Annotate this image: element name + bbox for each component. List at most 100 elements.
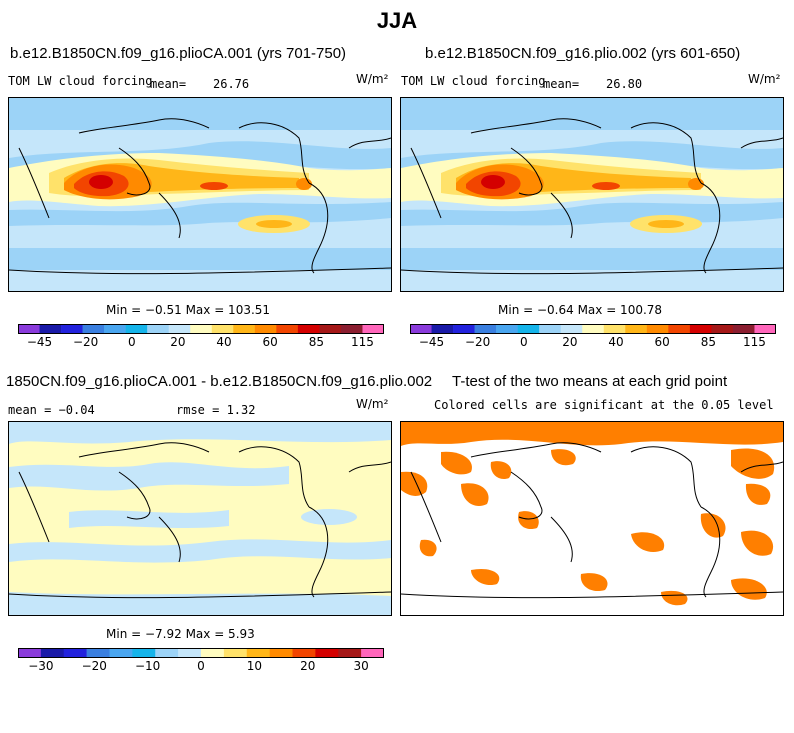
colorbar-swatch [340,324,363,334]
colorbar-swatch [361,648,384,658]
colorbar-swatch [646,324,669,334]
panel1-colorbar-ticks: −45 −20 0 20 40 60 85 115 [18,335,384,351]
colorbar-swatch [18,324,40,334]
colorbar-swatch [233,324,256,334]
panel1-map [8,97,392,292]
panel3-title: 1850CN.f09_g16.plioCA.001 - b.e12.B1850C… [6,373,433,390]
panel3-field [9,422,391,615]
colorbar-tick-label: 85 [308,335,324,349]
p4-cell [731,448,775,479]
colorbar-swatch [201,648,225,658]
panel1-mean-value: 26.76 [213,77,250,91]
colorbar-tick-label: 0 [519,335,528,349]
panel4-map [400,421,784,616]
panel2-map [400,97,784,292]
colorbar-swatch [453,324,475,334]
p1-spcz-core [256,220,292,228]
colorbar-tick-label: 10 [246,659,263,673]
panel2-colorbar-ticks: −45 −20 0 20 40 60 85 115 [410,335,776,351]
colorbar-swatch [319,324,342,334]
colorbar-swatch [40,648,65,658]
colorbar-swatch [297,324,320,334]
colorbar-swatch [431,324,454,334]
colorbar-swatch [109,648,133,658]
colorbar-outline [18,648,384,658]
panel4-title: T-test of the two means at each grid poi… [452,373,728,390]
colorbar-tick-label: 115 [743,335,766,349]
panel3-rmse: rmse = 1.32 [176,403,256,417]
p4-cell [631,532,665,553]
panel2-colorbar [410,324,776,334]
colorbar-swatch [338,648,362,658]
p2-coastlines [401,118,783,275]
colorbar-tick-label: −30 [28,659,54,673]
p2-epac-max [592,182,620,190]
p1-band-s [9,248,391,270]
panel2-units: W/m² [748,72,781,86]
p3-coastlines [9,442,391,599]
panel1-field [9,98,391,291]
panel4-field [401,422,783,606]
p4-cell [661,590,688,606]
colorbar-swatch [276,324,299,334]
colorbar-swatch [168,324,191,334]
colorbar-swatch [539,324,562,334]
panel2-mean-value: 26.80 [606,77,643,91]
p3-south-blue [9,592,391,615]
colorbar-swatch [315,648,339,658]
p4-significant-cells [401,422,783,606]
colorbar-swatch [211,324,234,334]
panel3-colorbar-svg [18,648,384,658]
colorbar-swatch [61,324,83,334]
panel2-mean-label: mean= [543,77,580,91]
p1-band-n [9,98,391,130]
p4-cell [461,483,489,506]
colorbar-tick-label: 20 [562,335,578,349]
p2-spcz-core [648,220,684,228]
colorbar-swatch [560,324,583,334]
colorbar-swatch [362,324,384,334]
colorbar-tick-label: −45 [26,335,53,349]
colorbar-tick-label: 40 [216,335,232,349]
figure-title: JJA [376,8,418,33]
colorbar-tick-label: −10 [134,659,161,673]
colorbar-swatch [668,324,691,334]
colorbar-swatch [104,324,126,334]
colorbar-swatch [689,324,712,334]
colorbar-tick-label: 40 [608,335,624,349]
panel1-colorbar [18,324,384,334]
p4-cell [441,451,472,475]
p2-core-max [481,175,505,189]
panel3-stats: Min = −7.92 Max = 5.93 [106,627,255,641]
colorbar-swatch [223,648,248,658]
p3-blue-b [69,510,229,528]
colorbar-swatch [147,324,170,334]
colorbar-swatch [269,648,293,658]
panel3-map [8,421,392,616]
colorbar-swatch [603,324,626,334]
panel2-variable: TOM LW cloud forcing [401,74,546,88]
colorbar-swatch [582,324,605,334]
p4-cell [731,578,767,600]
colorbar-swatch [474,324,497,334]
colorbar-swatch [39,324,62,334]
colorbar-tick-label: 60 [654,335,670,349]
panel3-mean: mean = −0.04 [8,403,95,417]
p4-cell [401,422,783,446]
colorbar-tick-label: −45 [418,335,445,349]
colorbar-tick-label: −20 [72,335,99,349]
colorbar-swatch [190,324,213,334]
panel1-variable: TOM LW cloud forcing [8,74,153,88]
colorbar-swatch [86,648,110,658]
p1-coastlines [9,118,391,275]
colorbar-tick-label: −20 [464,335,491,349]
p4-cell [471,568,500,586]
colorbar-swatch [132,648,156,658]
p4-cell [551,449,576,466]
colorbar-swatch [517,324,540,334]
colorbar-swatch [254,324,277,334]
colorbar-tick-label: 85 [700,335,716,349]
panel1-mean-label: mean= [150,77,187,91]
colorbar-swatch [246,648,270,658]
p2-amazon [688,178,704,190]
